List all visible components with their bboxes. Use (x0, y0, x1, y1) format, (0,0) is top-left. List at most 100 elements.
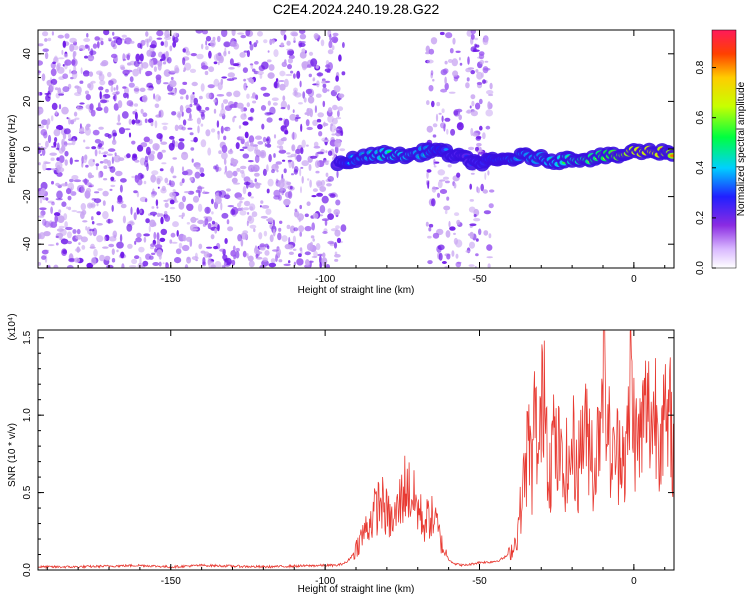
noise-speck (237, 234, 243, 242)
noise-speck (336, 117, 342, 120)
noise-speck (130, 206, 133, 215)
noise-speck (103, 236, 107, 242)
noise-speck (43, 231, 51, 237)
noise-speck (475, 238, 479, 242)
noise-speck (38, 70, 42, 73)
noise-speck (283, 198, 291, 206)
noise-speck (61, 106, 69, 115)
noise-speck (51, 168, 57, 171)
noise-speck (242, 146, 248, 149)
noise-speck (45, 140, 49, 148)
noise-speck (290, 153, 296, 158)
noise-speck (338, 54, 342, 62)
noise-speck (325, 172, 329, 177)
noise-speck (57, 87, 62, 95)
noise-speck (169, 167, 174, 173)
noise-speck (84, 55, 88, 59)
noise-speck (235, 247, 240, 252)
noise-speck (170, 76, 174, 81)
noise-speck (482, 132, 486, 140)
noise-speck (259, 150, 267, 159)
noise-speck (438, 112, 442, 115)
noise-speck (154, 244, 163, 249)
noise-speck (164, 36, 172, 41)
noise-speck (243, 82, 248, 91)
noise-speck (275, 253, 278, 262)
noise-speck (323, 121, 326, 128)
noise-speck (442, 68, 449, 74)
noise-speck (289, 186, 293, 190)
noise-speck (172, 221, 179, 228)
noise-speck (105, 88, 109, 93)
noise-speck (180, 96, 184, 100)
noise-speck (98, 150, 101, 155)
noise-speck (452, 37, 456, 45)
noise-speck (487, 263, 491, 268)
noise-speck (426, 171, 429, 179)
noise-speck (221, 212, 229, 219)
noise-speck (190, 147, 195, 151)
noise-speck (126, 54, 130, 61)
noise-speck (89, 50, 97, 55)
noise-speck (107, 71, 112, 78)
noise-speck (79, 80, 84, 84)
noise-speck (314, 105, 317, 113)
noise-speck (57, 57, 65, 60)
noise-speck (447, 164, 452, 168)
noise-speck (100, 147, 104, 150)
noise-speck (75, 234, 83, 240)
noise-speck (298, 225, 305, 233)
noise-speck (200, 172, 205, 177)
noise-speck (115, 170, 123, 177)
noise-speck (215, 196, 222, 205)
noise-speck (63, 213, 68, 221)
noise-speck (150, 150, 156, 155)
noise-speck (237, 207, 242, 212)
noise-speck (239, 200, 243, 204)
noise-speck (286, 40, 291, 46)
spectrogram-marks (38, 30, 674, 268)
noise-speck (122, 58, 127, 61)
noise-speck (223, 258, 229, 262)
noise-speck (263, 230, 268, 237)
noise-speck (137, 66, 141, 72)
noise-speck (106, 264, 114, 268)
noise-speck (341, 71, 346, 76)
noise-speck (96, 211, 101, 216)
noise-speck (232, 116, 235, 123)
noise-speck (478, 53, 485, 60)
noise-speck (432, 123, 438, 128)
x-tick-label: -100 (315, 274, 335, 285)
noise-speck (58, 225, 65, 229)
chart-title: C2E4.2024.240.19.28.G22 (273, 1, 440, 17)
noise-speck (50, 157, 55, 161)
noise-speck (197, 125, 200, 134)
noise-speck (264, 243, 269, 248)
noise-speck (226, 188, 231, 192)
noise-speck (186, 203, 194, 211)
noise-speck (42, 196, 46, 201)
x-tick-label: 0 (631, 576, 637, 587)
noise-speck (127, 62, 132, 66)
noise-speck (256, 182, 259, 185)
noise-speck (200, 139, 207, 148)
noise-speck (231, 259, 236, 266)
noise-speck (184, 62, 192, 71)
noise-speck (232, 77, 238, 80)
noise-speck (204, 206, 211, 214)
noise-speck (201, 65, 209, 70)
noise-speck (293, 73, 296, 79)
noise-speck (140, 142, 148, 148)
noise-speck (229, 58, 234, 66)
noise-speck (153, 66, 157, 72)
noise-speck (44, 161, 51, 164)
noise-speck (233, 115, 237, 119)
noise-speck (292, 109, 295, 113)
noise-speck (97, 102, 101, 110)
noise-speck (57, 34, 64, 39)
noise-speck (134, 255, 140, 260)
noise-speck (55, 110, 58, 116)
noise-speck (249, 43, 254, 51)
noise-speck (182, 81, 188, 85)
noise-speck (215, 164, 219, 173)
